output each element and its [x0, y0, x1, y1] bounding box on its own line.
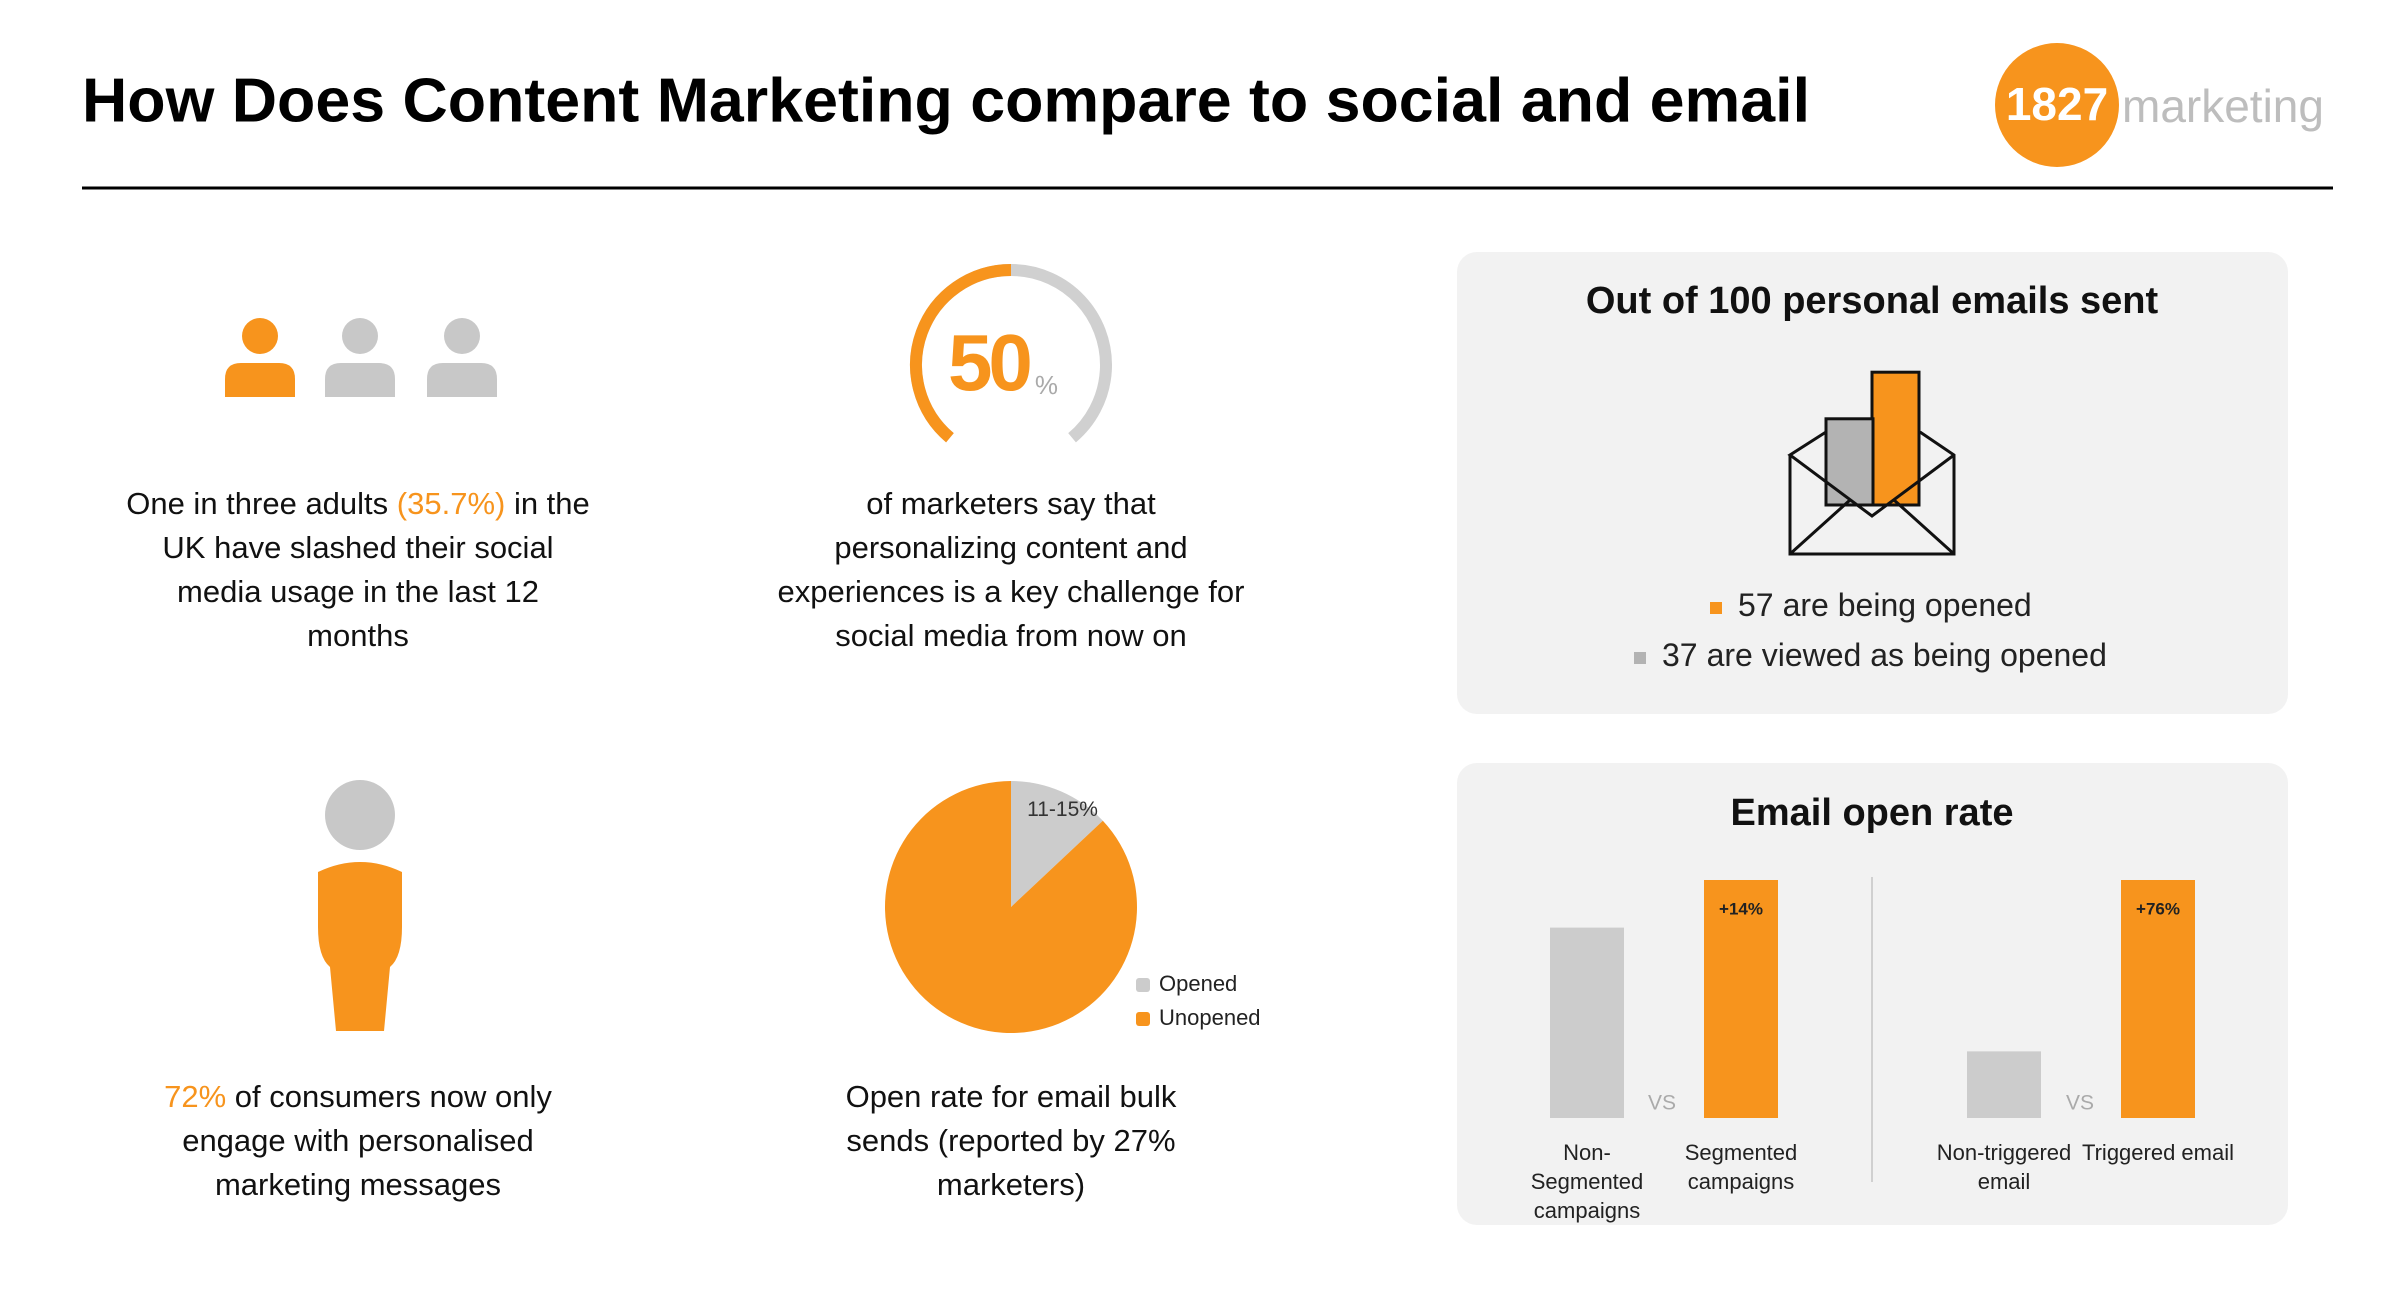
legend-swatch — [1710, 602, 1722, 614]
vs-label: VS — [1648, 1092, 1676, 1115]
email-stat: 57 are being opened — [1738, 587, 2032, 623]
stat-value: 37 — [1662, 637, 1698, 673]
chart-title: Email open rate — [1731, 792, 2014, 834]
legend-label: Unopened — [1159, 1005, 1261, 1030]
x-tick-label: Non-Segmented campaigns — [1530, 1140, 1644, 1223]
bar — [1550, 927, 1624, 1118]
envelope — [1787, 370, 1956, 556]
bar — [2121, 880, 2195, 1118]
x-tick-label: Triggered email — [2081, 1140, 2235, 1165]
envelope-bar — [1870, 370, 1921, 507]
gauge-value — [910, 264, 1012, 443]
legend-swatch — [1136, 1012, 1150, 1026]
gauge-number: 50 — [948, 318, 1030, 407]
logo-circle — [1995, 43, 2119, 167]
stat-value: 57 — [1738, 587, 1774, 623]
logo-word: marketing — [2122, 80, 2324, 132]
title: How Does Content Marketing compare to so… — [82, 66, 1810, 135]
emails-title: Out of 100 personal emails sent — [1586, 280, 2159, 322]
gauge-unit: % — [1035, 370, 1058, 400]
logo-mark: 1827 — [2006, 78, 2108, 130]
body-text: of consumers now only engage with person… — [182, 1079, 561, 1202]
bar — [1967, 1051, 2041, 1118]
gauge-label: 50% — [948, 318, 1058, 407]
bar — [1704, 880, 1778, 1118]
highlight-text: 72% — [164, 1079, 227, 1114]
stat-text: are viewed as being opened — [1707, 637, 2107, 673]
bar-annotation: +14% — [1719, 899, 1763, 918]
pie-slice — [884, 781, 1137, 1034]
body-text: One in three adults — [126, 486, 397, 521]
bar-annotation: +76% — [2136, 899, 2180, 918]
highlight-text: (35.7%) — [396, 486, 506, 521]
x-tick-label: Segmented campaigns — [1684, 1140, 1798, 1194]
person-figure — [318, 780, 402, 1031]
paragraph: One in three adults (35.7%) in the UK ha… — [123, 482, 593, 658]
stat-text: are being opened — [1783, 587, 2032, 623]
caption: of marketers say that personalizing cont… — [777, 486, 1254, 653]
vs-label: VS — [2066, 1092, 2094, 1115]
legend-label: Opened — [1159, 971, 1237, 996]
slice-label: 11-15% — [1027, 798, 1098, 821]
envelope-bar — [1824, 417, 1875, 507]
people-icons — [225, 318, 497, 397]
legend-swatch — [1136, 978, 1150, 992]
pie-slice — [1011, 781, 1103, 907]
envelope-outline — [1787, 430, 1956, 556]
body-text: in the UK have slashed their social medi… — [162, 486, 599, 653]
x-tick-label: Non-triggered email — [1936, 1140, 2072, 1194]
email-stat: 37 are viewed as being opened — [1662, 637, 2107, 673]
paragraph: 72% of consumers now only engage with pe… — [118, 1075, 598, 1207]
legend-swatch — [1634, 652, 1646, 664]
caption: Open rate for email bulk sends (reported… — [845, 1079, 1186, 1202]
